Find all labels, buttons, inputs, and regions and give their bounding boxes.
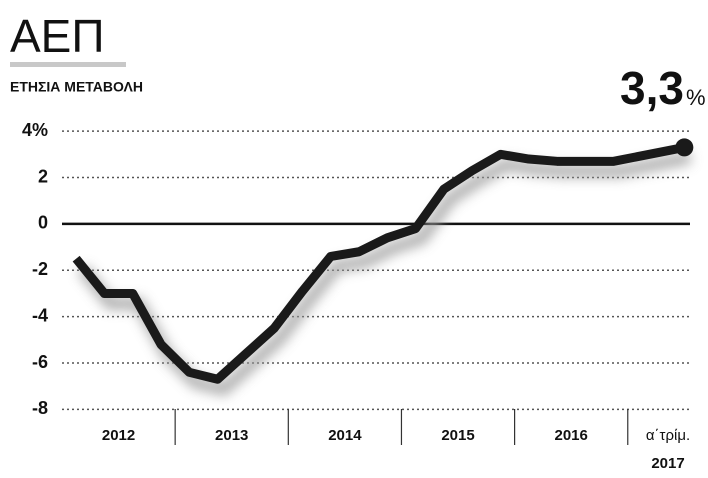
y-tick-label: -8 xyxy=(32,398,48,418)
x-tick-label: 2013 xyxy=(215,427,248,444)
y-tick-label: -6 xyxy=(32,352,48,372)
y-tick-label: -4 xyxy=(32,305,48,325)
title-underline xyxy=(10,62,126,67)
line xyxy=(72,142,686,384)
y-tick-label: 0 xyxy=(38,213,48,233)
x-tick-label: 2014 xyxy=(328,427,362,444)
x-tick-sublabel: 2017 xyxy=(651,455,684,472)
annotation-unit: % xyxy=(686,85,706,110)
y-tick-label: -2 xyxy=(32,259,48,279)
chart-title: ΑΕΠ xyxy=(10,10,105,62)
annotation-value: 3,3 xyxy=(620,62,684,114)
end-dot xyxy=(675,138,694,157)
x-tick-label: α΄τρίμ. xyxy=(646,427,690,444)
x-tick-label: 2015 xyxy=(441,427,474,444)
x-tick-label: 2016 xyxy=(555,427,588,444)
y-tick-label: 4% xyxy=(22,120,48,140)
x-tick-label: 2012 xyxy=(102,427,135,444)
y-tick-label: 2 xyxy=(38,166,48,186)
chart-subtitle: ΕΤΗΣΙΑ ΜΕΤΑΒΟΛΗ xyxy=(10,79,143,95)
